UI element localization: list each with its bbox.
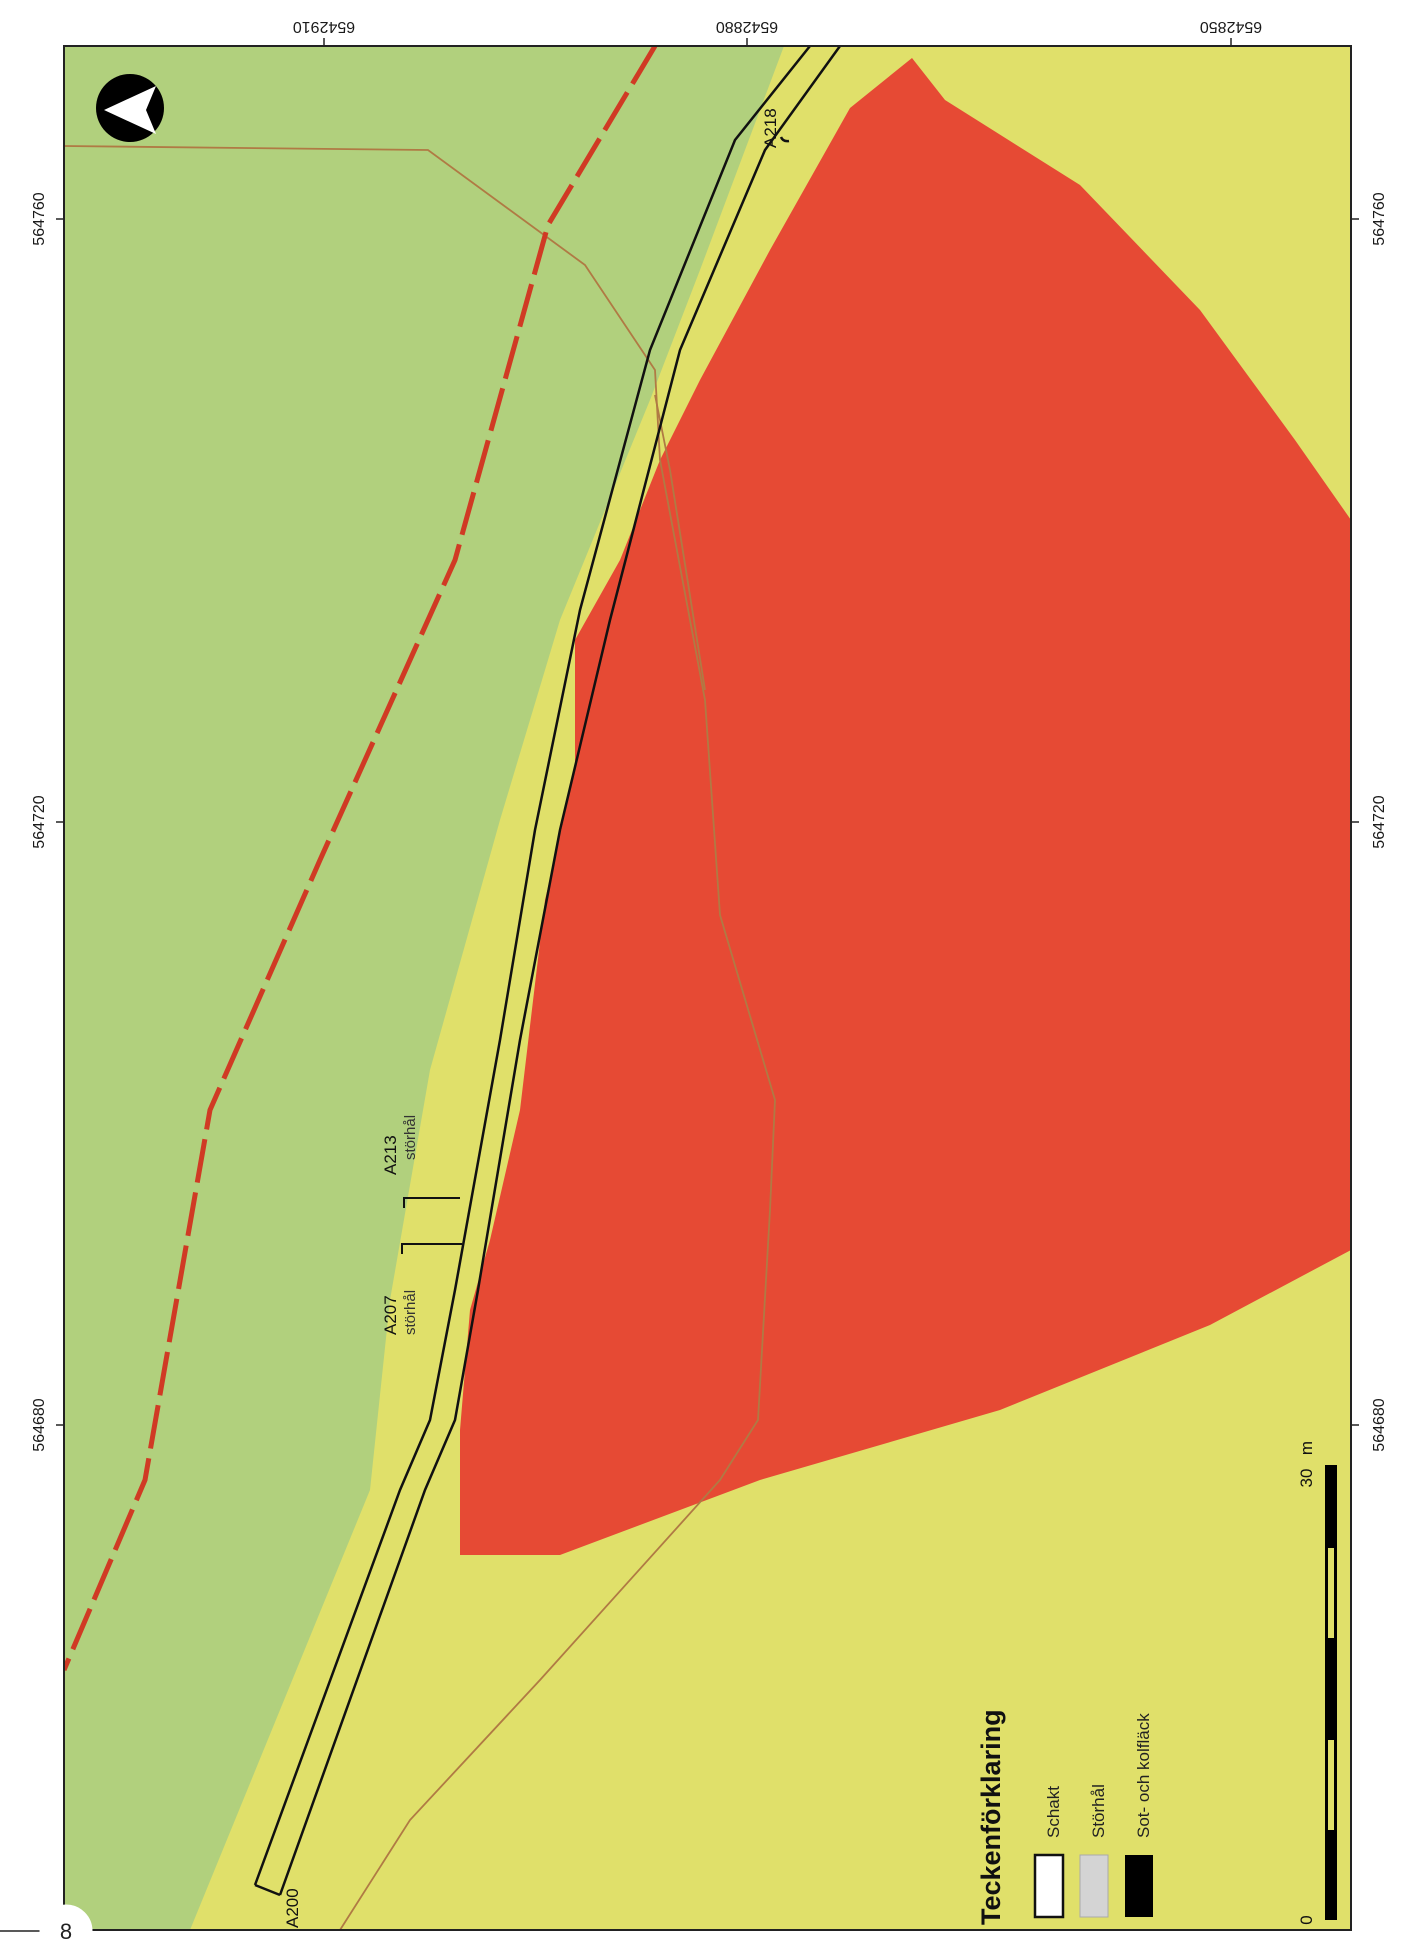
scale-bar: 0 30 m — [1297, 1441, 1337, 1925]
scale-label-unit: m — [1297, 1441, 1316, 1455]
feature-leader-a213 — [403, 1197, 460, 1208]
feature-label-a200: A200 — [283, 1888, 302, 1928]
grid-label-left: 564760 — [31, 192, 48, 245]
grid-label-top: 6542850 — [1200, 18, 1262, 35]
page-number: 8 — [0, 1904, 93, 1943]
legend-swatch-sot — [1125, 1855, 1153, 1917]
feature-sub-a207: störhål — [402, 1290, 419, 1335]
trench-outline-upper — [253, 46, 811, 1886]
grid-label-right: 564680 — [1371, 1398, 1388, 1451]
grid-label-right: 564760 — [1371, 192, 1388, 245]
legend-item-label: Sot- och kolfläck — [1134, 1713, 1153, 1838]
red-area — [460, 58, 1351, 1555]
trench-end-cap — [254, 1883, 281, 1897]
feature-label-a218: A218 — [761, 108, 780, 148]
legend-item-label: Störhål — [1089, 1784, 1108, 1838]
scale-bar-segment — [1328, 1740, 1334, 1830]
feature-sub-a213: störhål — [402, 1115, 419, 1160]
grid-label-top: 6542880 — [716, 18, 778, 35]
page-number-label: 8 — [60, 1919, 72, 1943]
north-arrow-icon — [96, 74, 164, 142]
feature-marker-a218 — [779, 136, 790, 143]
grid-label-top: 6542910 — [293, 18, 355, 35]
legend-title: Teckenförklaring — [976, 1709, 1006, 1925]
grid-label-right: 564720 — [1371, 795, 1388, 848]
scale-label-start: 0 — [1297, 1915, 1316, 1924]
legend: Teckenförklaring Schakt Störhål Sot- och… — [976, 1709, 1153, 1925]
legend-swatch-schakt — [1033, 1853, 1065, 1919]
grid-ticks — [56, 38, 1359, 1426]
grid-label-left: 564720 — [31, 795, 48, 848]
scale-bar-segment — [1328, 1548, 1334, 1638]
legend-swatch-storhal — [1079, 1854, 1109, 1918]
feature-label-a207: A207 — [381, 1295, 400, 1335]
map-frame — [63, 45, 1352, 1931]
boundary-line — [64, 145, 776, 1930]
feature-leader-a207 — [401, 1243, 462, 1254]
boundary-line-inner — [654, 394, 706, 691]
trench-outline-lower — [278, 46, 842, 1896]
legend-item-label: Schakt — [1044, 1786, 1063, 1838]
green-area — [64, 46, 784, 1930]
feature-label-a213: A213 — [381, 1135, 400, 1175]
dashed-line — [64, 46, 658, 1671]
grid-label-left: 564680 — [31, 1398, 48, 1451]
scale-label-end: 30 — [1297, 1469, 1316, 1488]
